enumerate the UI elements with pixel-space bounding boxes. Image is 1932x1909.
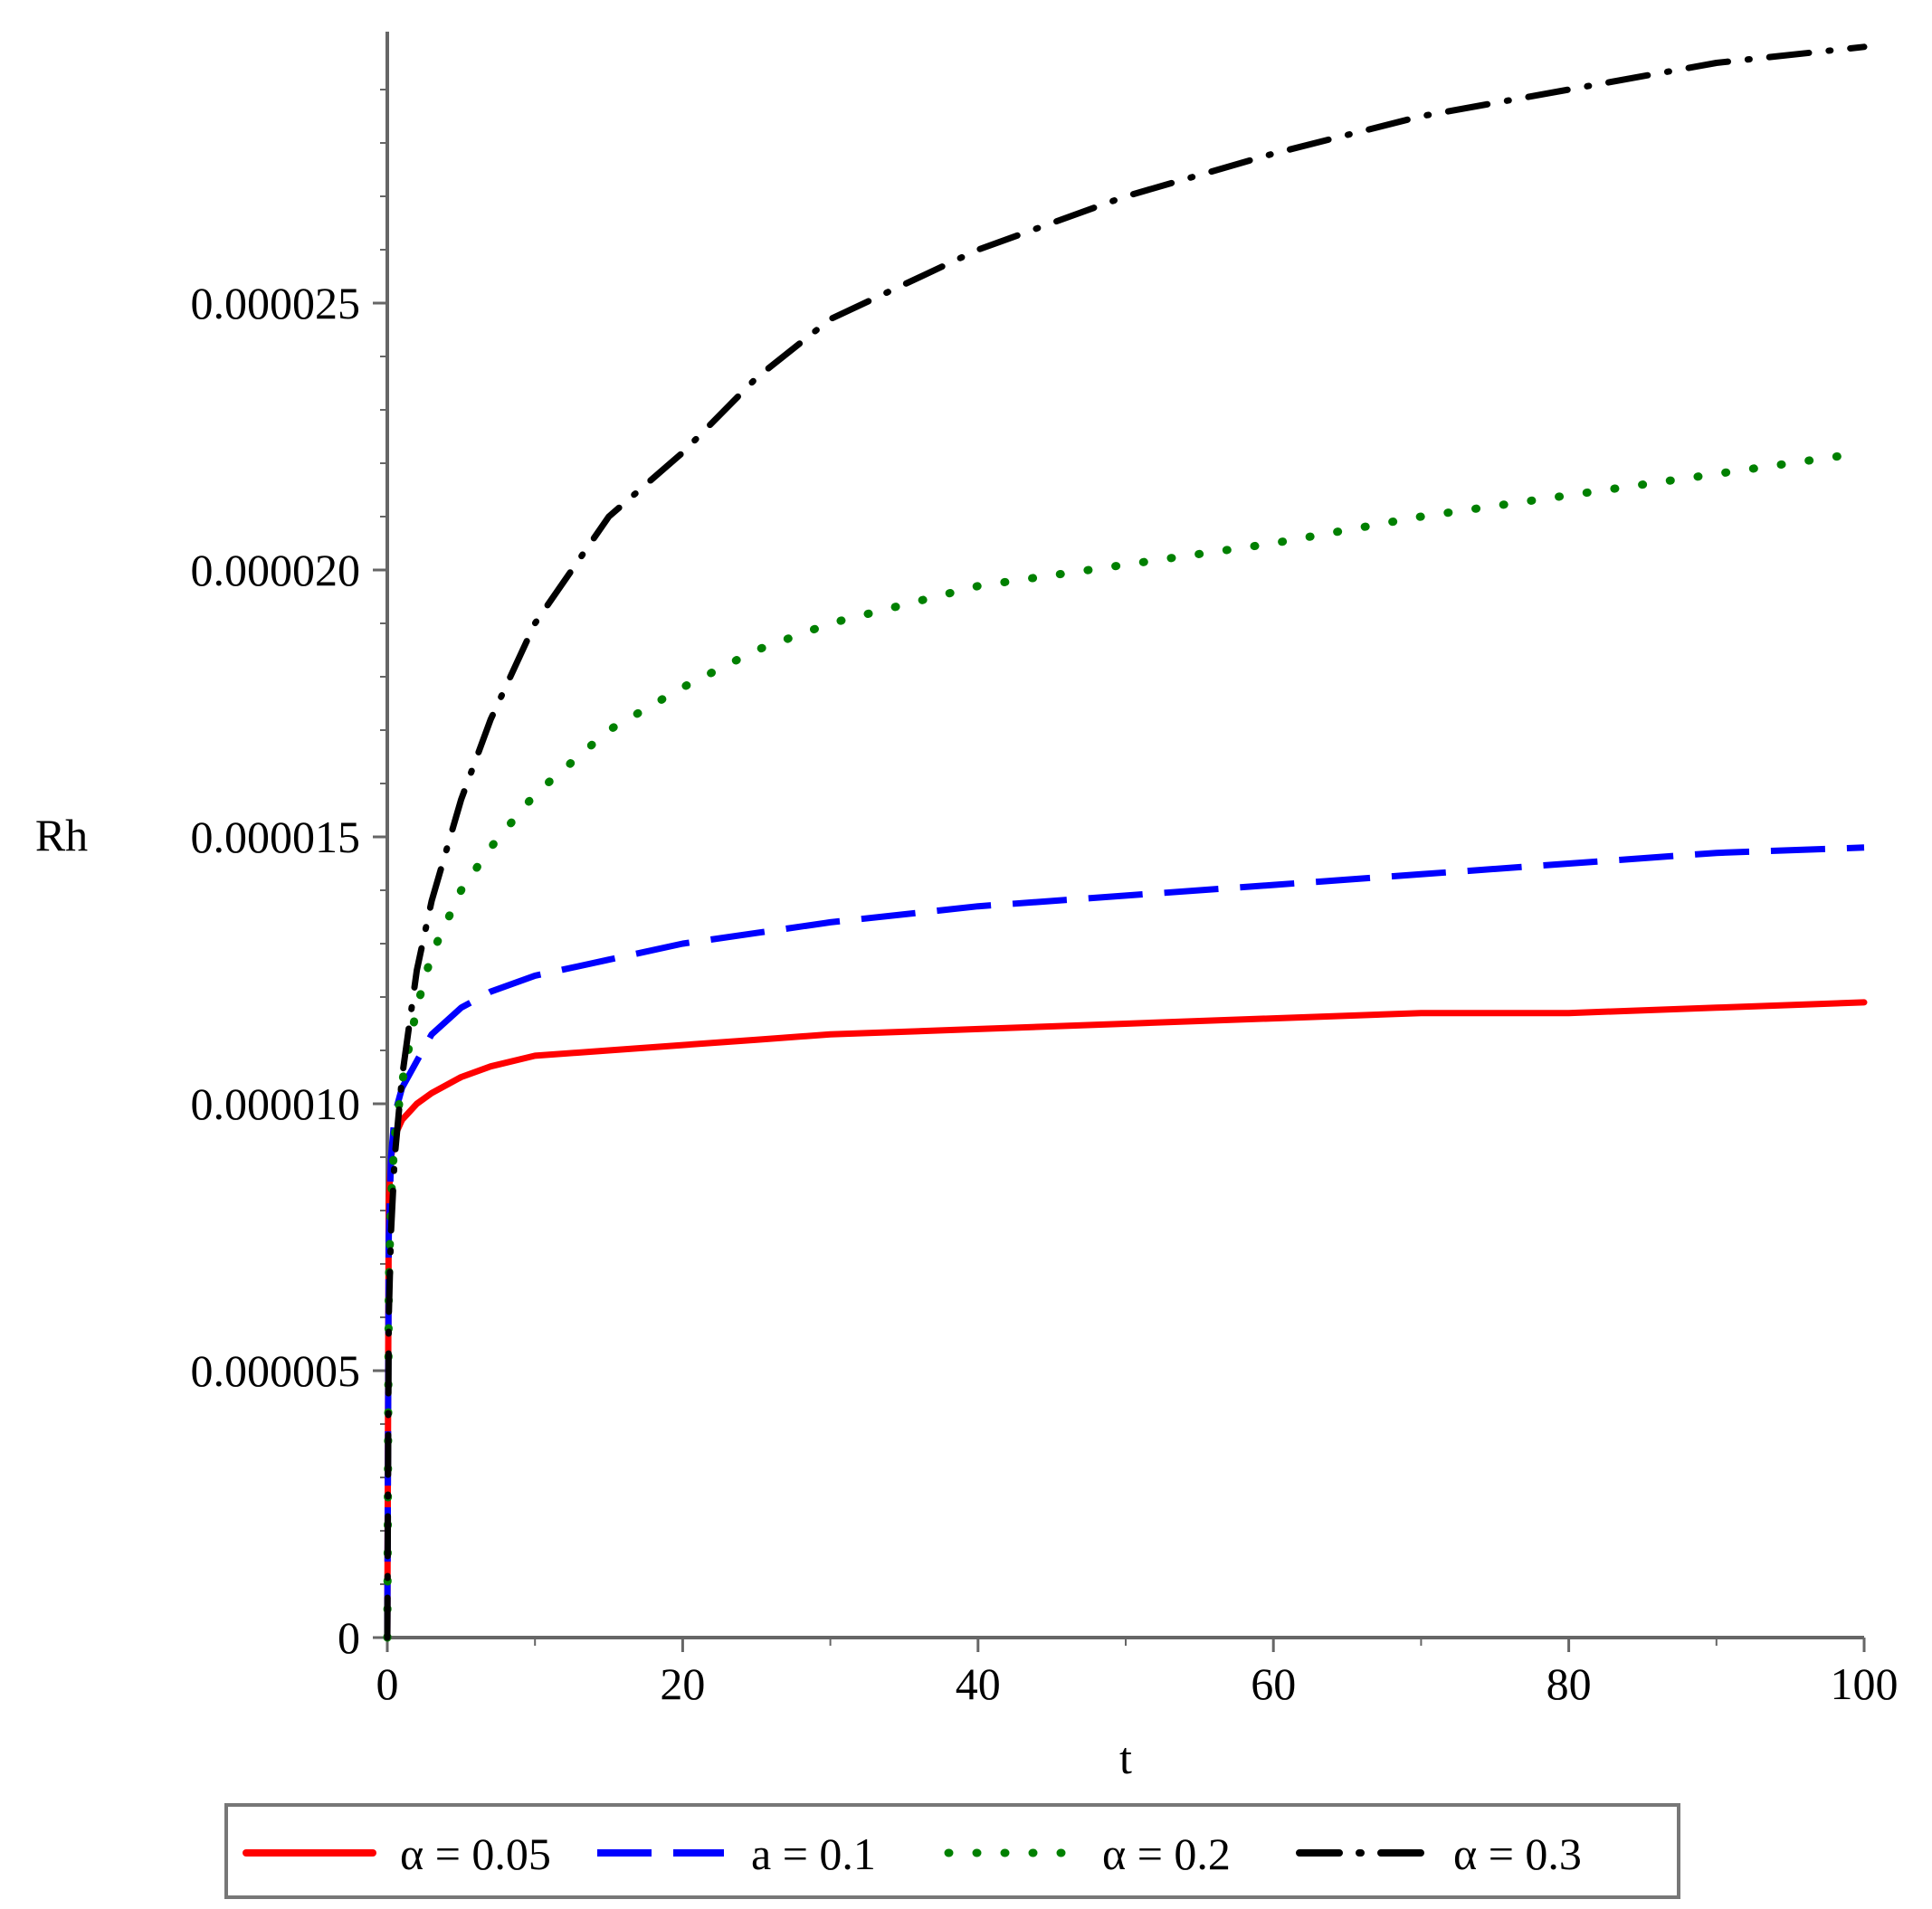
x-axis-label: t — [1119, 1733, 1132, 1783]
x-tick-label: 20 — [660, 1658, 705, 1709]
x-tick-label: 80 — [1547, 1658, 1592, 1709]
legend-label-3: α = 0.2 — [1102, 1828, 1231, 1879]
legend: α = 0.05 a = 0.1 α = 0.2 α = 0.3 — [224, 1803, 1680, 1899]
series-line-4 — [384, 43, 1868, 1641]
y-tick-label: 0.000020 — [191, 545, 361, 595]
y-tick-label: 0.000025 — [191, 278, 361, 328]
y-tick-label: 0.000005 — [191, 1345, 361, 1396]
axes — [385, 32, 1864, 1639]
x-tick-label: 0 — [376, 1658, 399, 1709]
y-axis-label: Rh — [35, 810, 88, 860]
x-tick-label: 60 — [1251, 1658, 1296, 1709]
y-tick-label: 0.000010 — [191, 1078, 361, 1129]
series-line-3 — [383, 448, 1869, 1642]
legend-label-2: a = 0.1 — [751, 1828, 876, 1879]
y-tick-label: 0 — [338, 1612, 360, 1663]
legend-label-4: α = 0.3 — [1453, 1828, 1582, 1879]
series-line-1 — [384, 999, 1868, 1641]
y-tick-label: 0.000015 — [191, 812, 361, 862]
x-axis-ticks: 0 20 40 60 80 100 — [376, 1638, 1899, 1709]
series-line-2 — [384, 844, 1865, 1638]
x-tick-label: 40 — [956, 1658, 1001, 1709]
legend-label-1: α = 0.05 — [400, 1828, 551, 1879]
y-axis-ticks: 0 0.000005 0.000010 0.000015 0.000020 0.00002… — [191, 89, 387, 1663]
series-layer — [383, 43, 1869, 1642]
x-tick-label: 100 — [1831, 1658, 1899, 1709]
